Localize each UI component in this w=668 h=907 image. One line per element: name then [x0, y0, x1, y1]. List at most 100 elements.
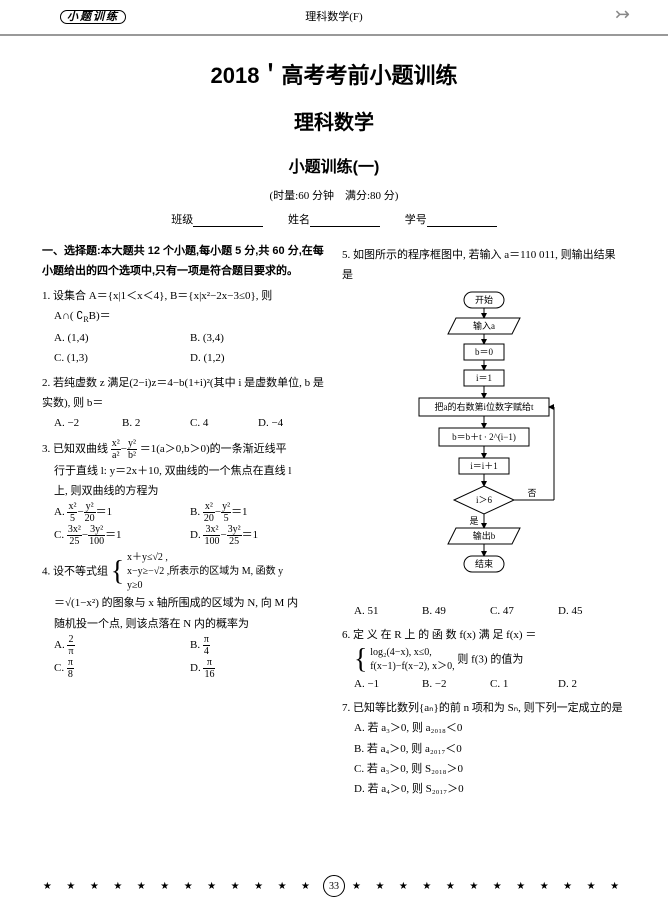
q2-options: A. −2 B. 2 C. 4 D. −4	[42, 413, 326, 433]
header-subject: 理科数学(F)	[305, 8, 362, 24]
q5-opt-a: A. 51	[354, 601, 422, 621]
q3lb: B.	[190, 506, 203, 518]
blank-name	[310, 215, 380, 227]
flow-cond: i＞6	[476, 495, 493, 505]
q6-opt-c: C. 1	[490, 674, 558, 694]
question-4: 4. 设不等式组 { x＋y≤√2 , x−y≥−√2 ,所表示的区域为 M, …	[42, 551, 326, 680]
q5-options: A. 51 B. 49 C. 47 D. 45	[342, 601, 626, 621]
q7-opt-d: D. 若 a₄＞0, 则 S₂₀₁₇＞0	[354, 779, 626, 799]
label-name: 姓名	[288, 211, 310, 227]
q3-frac2: y²b²	[127, 438, 137, 461]
q4-stem3: 随机投一个点, 则该点落在 N 内的概率为	[42, 614, 326, 634]
q7-stem: 7. 已知等比数列{aₙ}的前 n 项和为 Sₙ, 则下列一定成立的是	[342, 698, 626, 718]
q6-opt-a: A. −1	[354, 674, 422, 694]
flow-assign: 把a的右数第i位数字赋给t	[435, 401, 534, 412]
q4-opt-a: A. 2π	[54, 634, 190, 657]
q3-frac1: x²a²	[111, 438, 121, 461]
q6-system: log₂(4−x), x≤0, f(x−1)−f(x−2), x＞0,	[370, 646, 454, 674]
q6-sys: { log₂(4−x), x≤0, f(x−1)−f(x−2), x＞0, 则 …	[342, 646, 626, 674]
header-rule	[0, 34, 668, 35]
page-number: 33	[323, 875, 345, 897]
q7-opt-b: B. 若 a₄＞0, 则 a₂₀₁₇＜0	[354, 739, 626, 759]
content-columns: 一、选择题:本大题共 12 个小题,每小题 5 分,共 60 分,在每小题给出的…	[0, 241, 668, 800]
flow-input: 输入a	[473, 320, 495, 331]
q5-opt-c: C. 47	[490, 601, 558, 621]
q3-stem: 3. 已知双曲线 x²a²−y²b² ＝1(a＞0,b＞0)的一条渐近线平	[42, 438, 326, 461]
q3ld: D.	[190, 529, 203, 541]
titles-block: 2018＇高考考前小题训练 理科数学 小题训练(一) (时量:60 分钟 满分:…	[0, 58, 668, 227]
q3-stem3: 上, 则双曲线的方程为	[42, 481, 326, 501]
q3-opt-a: A. x²5−y²20＝1	[54, 501, 190, 524]
q3lc: C.	[54, 529, 67, 541]
stars-right: ★ ★ ★ ★ ★ ★ ★ ★ ★ ★ ★ ★	[352, 881, 625, 892]
question-1: 1. 设集合 A＝{x|1＜x＜4}, B＝{x|x²−2x−3≤0}, 则 A…	[42, 286, 326, 369]
title-subject: 理科数学	[0, 106, 668, 135]
q1-stem: 1. 设集合 A＝{x|1＜x＜4}, B＝{x|x²−2x−3≤0}, 则	[42, 286, 326, 306]
q4-opt-c: C. π8	[54, 657, 190, 680]
q7-opt-c: C. 若 a₃＞0, 则 S₂₀₁₈＞0	[354, 759, 626, 779]
title-main: 2018＇高考考前小题训练	[0, 58, 668, 90]
q4-stem2: ＝√(1−x²) 的图象与 x 轴所围成的区域为 N, 向 M 内	[42, 593, 326, 613]
stars-left: ★ ★ ★ ★ ★ ★ ★ ★ ★ ★ ★ ★	[43, 881, 316, 892]
q6-opt-d: D. 2	[558, 674, 626, 694]
flowchart: 开始 输入a b＝0 i＝1	[342, 290, 626, 597]
q4-sys3: y≥0	[127, 580, 143, 591]
page-header: 小题训练 理科数学(F) ↣	[0, 0, 668, 36]
question-3: 3. 已知双曲线 x²a²−y²b² ＝1(a＞0,b＞0)的一条渐近线平 行于…	[42, 438, 326, 548]
q3la: A.	[54, 506, 67, 518]
q4-system: x＋y≤√2 , x−y≥−√2 ,所表示的区域为 M, 函数 y y≥0	[127, 551, 283, 593]
badge: 小题训练	[60, 8, 126, 24]
q4-frag1: 4. 设不等式组	[42, 566, 108, 578]
q7-options: A. 若 a₃＞0, 则 a₂₀₁₈＜0 B. 若 a₄＞0, 则 a₂₀₁₇＜…	[342, 718, 626, 799]
brace-icon: {	[111, 558, 124, 586]
q5-stem: 5. 如图所示的程序框图中, 若输入 a＝110 011, 则输出结果是	[342, 245, 626, 286]
q1-stem2: A∩( ∁RB)＝	[42, 306, 326, 328]
q3-frag1: 3. 已知双曲线	[42, 443, 108, 455]
column-right: 5. 如图所示的程序框图中, 若输入 a＝110 011, 则输出结果是 开始	[342, 241, 626, 800]
q3-opt-c: C. 3x²25−3y²100＝1	[54, 524, 190, 547]
flow-incr: i＝i＋1	[470, 461, 498, 471]
q6-sys2: f(x−1)−f(x−2), x＞0,	[370, 661, 454, 672]
column-left: 一、选择题:本大题共 12 个小题,每小题 5 分,共 60 分,在每小题给出的…	[42, 241, 326, 800]
q2-opt-c: C. 4	[190, 413, 258, 433]
flow-start: 开始	[475, 294, 493, 305]
blank-id	[427, 215, 497, 227]
question-5: 5. 如图所示的程序框图中, 若输入 a＝110 011, 则输出结果是 开始	[342, 245, 626, 621]
q4-options: A. 2π B. π4 C. π8 D. π16	[42, 634, 326, 680]
q1-frag2: B)＝	[89, 310, 111, 322]
q4-opt-d: D. π16	[190, 657, 326, 680]
info-row: 班级 姓名 学号	[0, 211, 668, 227]
q6-stem2: 则 f(3) 的值为	[457, 653, 523, 665]
q2-opt-d: D. −4	[258, 413, 326, 433]
q4-opt-b: B. π4	[190, 634, 326, 657]
title-time: (时量:60 分钟 满分:80 分)	[0, 187, 668, 203]
q6-sys1: log₂(4−x), x≤0,	[370, 647, 432, 658]
label-class: 班级	[171, 211, 193, 227]
q1-opt-a: A. (1,4)	[54, 328, 190, 348]
flow-init-b: b＝0	[475, 347, 494, 357]
flow-end: 结束	[475, 558, 493, 569]
q1-opt-c: C. (1,3)	[54, 348, 190, 368]
question-7: 7. 已知等比数列{aₙ}的前 n 项和为 Sₙ, 则下列一定成立的是 A. 若…	[342, 698, 626, 800]
q2-opt-b: B. 2	[122, 413, 190, 433]
q1-opt-d: D. (1,2)	[190, 348, 326, 368]
flow-init-i: i＝1	[476, 373, 492, 383]
question-2: 2. 若纯虚数 z 满足(2−i)z＝4−b(1+i)²(其中 i 是虚数单位,…	[42, 373, 326, 434]
flow-out: 输出b	[473, 530, 496, 541]
blank-class	[193, 215, 263, 227]
q3-stem2: 行于直线 l: y＝2x＋10, 双曲线的一个焦点在直线 l	[42, 461, 326, 481]
title-section: 小题训练(一)	[0, 153, 668, 177]
q3-opt-d: D. 3x²100−3y²25＝1	[190, 524, 326, 547]
q3-opt-b: B. x²20−y²5＝1	[190, 501, 326, 524]
q4-sys1: x＋y≤√2 ,	[127, 552, 168, 563]
flowchart-svg: 开始 输入a b＝0 i＝1	[384, 290, 584, 590]
q1-options: A. (1,4) B. (3,4) C. (1,3) D. (1,2)	[42, 328, 326, 369]
question-6: 6. 定 义 在 R 上 的 函 数 f(x) 满 足 f(x) ＝ { log…	[342, 625, 626, 694]
q5-opt-b: B. 49	[422, 601, 490, 621]
label-id: 学号	[405, 211, 427, 227]
q1-opt-b: B. (3,4)	[190, 328, 326, 348]
flow-update: b＝b＋t · 2^(i−1)	[452, 432, 516, 442]
arrow-icon: ↣	[615, 4, 630, 25]
q6-options: A. −1 B. −2 C. 1 D. 2	[342, 674, 626, 694]
q3-options: A. x²5−y²20＝1 B. x²20−y²5＝1 C. 3x²25−3y²…	[42, 501, 326, 547]
